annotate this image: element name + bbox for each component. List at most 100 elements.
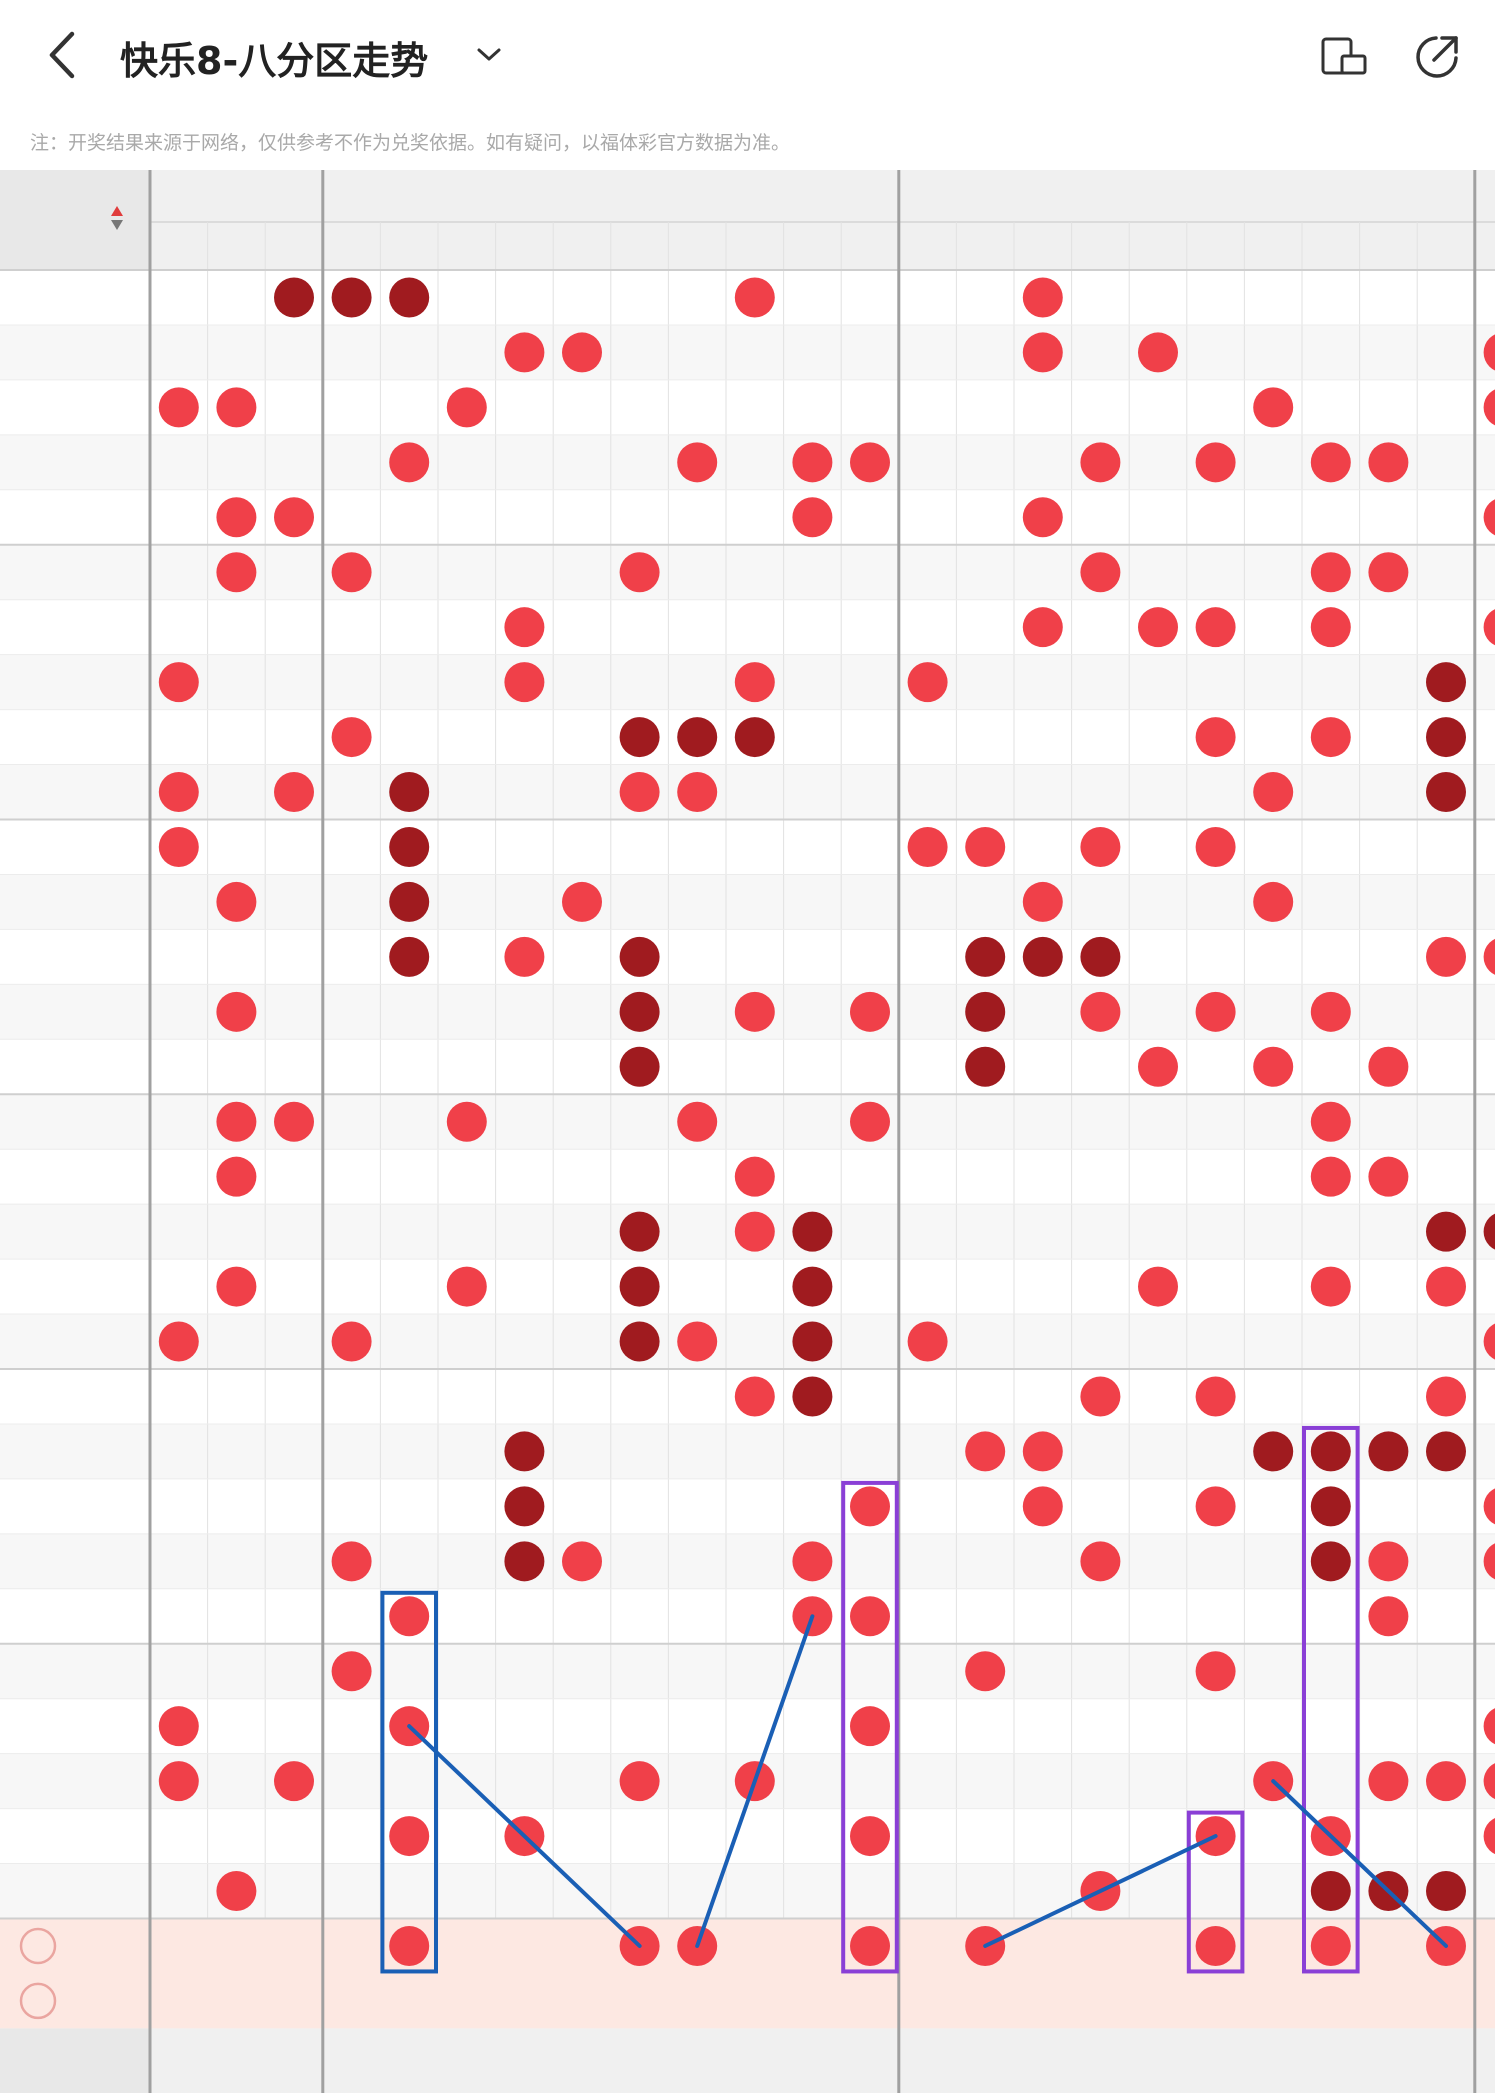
number-ball xyxy=(1426,1871,1466,1912)
row-background xyxy=(0,1808,1495,1864)
disclaimer-note: 注：开奖结果来源于网络，仅供参考不作为兑奖依据。如有疑问，以福体彩官方数据为准。 xyxy=(30,132,791,154)
top-bar: 快乐8-八分区走势 xyxy=(0,0,1495,112)
number-ball xyxy=(1253,1431,1294,1472)
number-ball xyxy=(1310,1486,1351,1527)
number-ball xyxy=(1483,1488,1495,1525)
number-ball xyxy=(619,552,660,593)
number-ball xyxy=(389,1816,430,1857)
number-ball xyxy=(504,1541,545,1582)
number-ball xyxy=(1310,442,1351,483)
select-radio-icon[interactable] xyxy=(19,1927,57,1965)
number-ball xyxy=(1310,1156,1351,1197)
row-background xyxy=(0,599,1495,655)
number-ball xyxy=(1138,607,1178,648)
row-background xyxy=(0,1423,1495,1479)
number-ball xyxy=(1483,609,1495,646)
number-ball xyxy=(1368,1046,1409,1087)
number-ball xyxy=(1426,662,1466,703)
sort-up-icon[interactable] xyxy=(111,206,123,216)
number-ball xyxy=(274,1101,314,1142)
number-ball xyxy=(158,826,199,867)
header-background xyxy=(0,170,1495,270)
number-ball xyxy=(1368,442,1409,483)
number-ball xyxy=(1483,1708,1495,1745)
annotation-line xyxy=(983,1834,1218,1948)
page-title[interactable]: 快乐8-八分区走势 xyxy=(120,39,429,83)
chevron-down-icon[interactable] xyxy=(474,40,504,70)
number-ball xyxy=(1138,1266,1178,1307)
sort-down-icon[interactable] xyxy=(111,220,123,230)
number-ball xyxy=(850,1596,890,1637)
share-icon[interactable] xyxy=(1412,32,1462,82)
number-ball xyxy=(677,1101,718,1142)
number-ball xyxy=(619,1266,660,1307)
row-background xyxy=(0,1314,1495,1369)
annotation-box-blue xyxy=(380,1590,438,1974)
number-ball xyxy=(504,1486,545,1527)
landscape-toggle-icon[interactable] xyxy=(1320,32,1368,80)
number-ball xyxy=(1195,1651,1236,1692)
trend-table[interactable] xyxy=(0,170,1495,2093)
number-ball xyxy=(504,332,545,373)
number-ball xyxy=(389,442,430,483)
number-ball xyxy=(446,1101,487,1142)
number-ball xyxy=(1310,1266,1351,1307)
number-ball xyxy=(1483,499,1495,536)
number-ball xyxy=(907,826,948,867)
number-ball xyxy=(389,772,430,813)
number-ball xyxy=(1426,1431,1466,1472)
number-ball xyxy=(1368,1761,1409,1802)
number-ball xyxy=(850,1101,890,1142)
number-ball xyxy=(1195,1486,1236,1527)
selected-ball[interactable] xyxy=(1195,1925,1236,1966)
number-ball xyxy=(850,991,890,1032)
number-ball xyxy=(1080,936,1121,977)
select-radio-icon[interactable] xyxy=(19,1982,57,2020)
number-ball xyxy=(907,662,948,703)
number-ball xyxy=(1368,1431,1409,1472)
number-ball xyxy=(274,497,314,538)
selected-ball[interactable] xyxy=(389,1925,430,1966)
annotation-line xyxy=(407,1724,642,1948)
number-ball xyxy=(1022,497,1063,538)
number-ball xyxy=(158,1761,199,1802)
number-ball xyxy=(504,607,545,648)
number-ball xyxy=(1483,1543,1495,1580)
number-ball xyxy=(619,717,660,758)
number-ball xyxy=(965,1431,1006,1472)
back-arrow-icon[interactable] xyxy=(40,28,84,82)
number-ball xyxy=(1022,607,1063,648)
number-ball xyxy=(1483,1323,1495,1360)
number-ball xyxy=(1080,1376,1121,1417)
number-ball xyxy=(907,1321,948,1362)
number-ball xyxy=(1080,991,1121,1032)
number-ball xyxy=(792,1376,833,1417)
number-ball xyxy=(792,1211,833,1252)
annotation-box-purple xyxy=(1302,1425,1360,1974)
number-ball xyxy=(446,1266,487,1307)
number-ball xyxy=(1310,717,1351,758)
selected-ball[interactable] xyxy=(1310,1925,1351,1966)
number-ball xyxy=(216,387,257,428)
number-ball xyxy=(216,552,257,593)
annotation-line xyxy=(1271,1779,1448,1948)
number-ball xyxy=(792,442,833,483)
number-ball xyxy=(965,826,1006,867)
number-ball xyxy=(158,387,199,428)
number-ball xyxy=(1022,332,1063,373)
row-background xyxy=(0,324,1495,380)
number-ball xyxy=(1483,389,1495,426)
row-background xyxy=(0,1588,1495,1644)
number-ball xyxy=(331,1651,372,1692)
row-background xyxy=(0,1643,1495,1699)
selected-ball[interactable] xyxy=(850,1925,890,1966)
number-ball xyxy=(216,1266,257,1307)
number-ball xyxy=(389,1596,430,1637)
row-background xyxy=(0,1698,1495,1754)
number-ball xyxy=(1310,1871,1351,1912)
number-ball xyxy=(734,1156,775,1197)
number-ball xyxy=(1310,607,1351,648)
row-background xyxy=(0,1039,1495,1095)
number-ball xyxy=(1368,1596,1409,1637)
number-ball xyxy=(965,1651,1006,1692)
